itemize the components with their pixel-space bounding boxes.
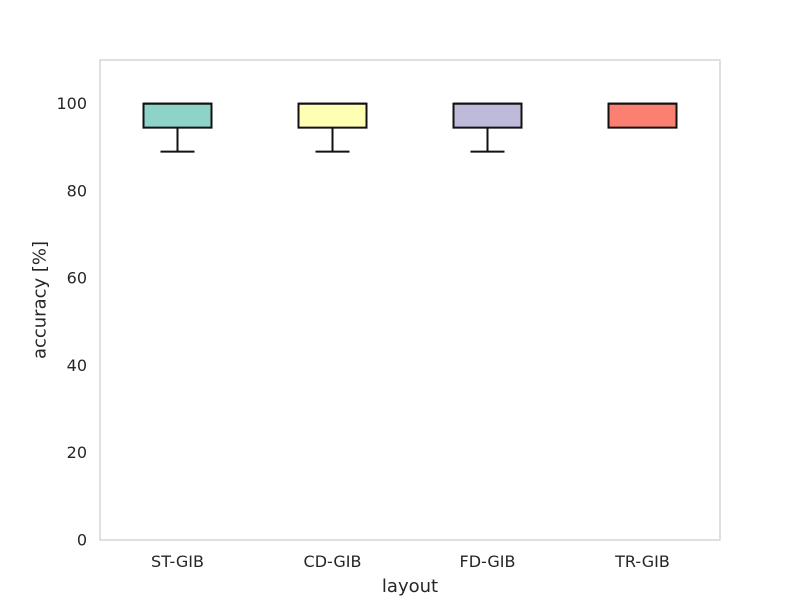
box-body [142, 102, 213, 129]
plot-frame [99, 59, 721, 541]
x-tick-label: CD-GIB [304, 552, 362, 571]
y-axis-label: accuracy [%] [30, 241, 51, 359]
x-axis-label: layout [382, 576, 438, 597]
box-body [297, 102, 368, 129]
y-tick-label: 100 [56, 94, 87, 113]
box-body [607, 102, 678, 129]
box-st-gib [142, 102, 213, 153]
box-fd-gib [452, 102, 523, 153]
y-tick-label: 80 [67, 181, 87, 200]
boxes [142, 102, 678, 153]
x-axis-ticks: ST-GIB CD-GIB FD-GIB TR-GIB [151, 552, 670, 571]
y-tick-label: 0 [77, 531, 87, 550]
x-tick-label: TR-GIB [614, 552, 670, 571]
y-tick-label: 60 [67, 269, 87, 288]
y-axis-ticks: 0 20 40 60 80 100 [56, 94, 87, 549]
y-tick-label: 40 [67, 356, 87, 375]
x-tick-label: ST-GIB [151, 552, 204, 571]
box-tr-gib [607, 102, 678, 129]
y-tick-label: 20 [67, 443, 87, 462]
box-body [452, 102, 523, 129]
x-tick-label: FD-GIB [460, 552, 516, 571]
box-cd-gib [297, 102, 368, 153]
